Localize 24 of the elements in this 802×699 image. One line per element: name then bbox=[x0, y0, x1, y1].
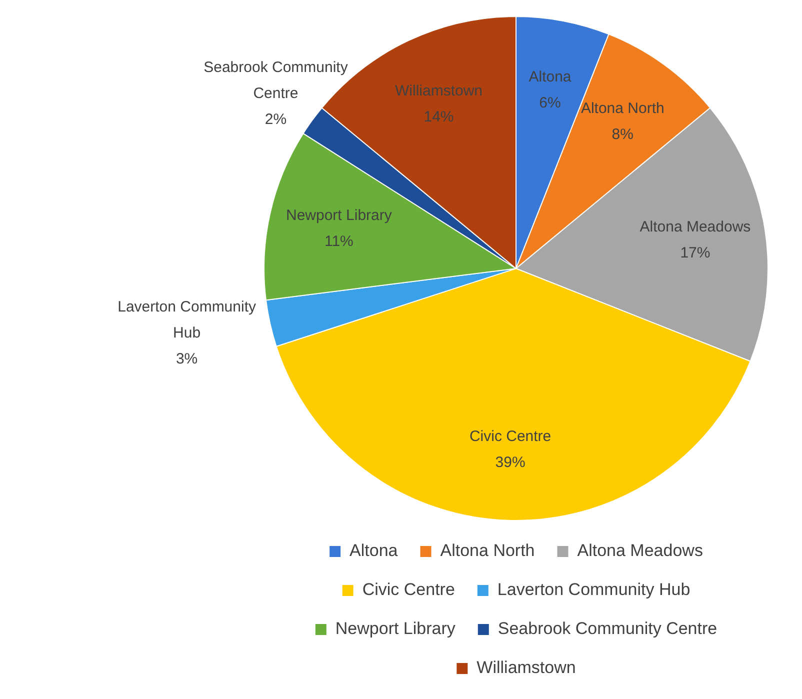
legend-label: Civic Centre bbox=[362, 580, 455, 600]
slice-label: Williamstown bbox=[394, 82, 483, 100]
slice-label: Civic Centre bbox=[469, 428, 552, 445]
legend-label: Altona bbox=[350, 541, 398, 560]
slice-label: Altona bbox=[528, 68, 572, 86]
legend-label: Seabrook Community Centre bbox=[498, 619, 718, 638]
slice-label: Newport Library bbox=[286, 207, 392, 224]
legend-label: Newport Library bbox=[335, 619, 456, 638]
data-label: 14% bbox=[424, 108, 454, 126]
legend-label: Williamstown bbox=[476, 658, 576, 678]
legend-label: Laverton Community Hub bbox=[497, 580, 690, 600]
data-label: 3% bbox=[176, 350, 198, 368]
slice-label: Laverton Community Hub bbox=[118, 298, 256, 342]
legend-label: Altona North bbox=[440, 541, 535, 560]
data-label: 39% bbox=[495, 454, 526, 471]
data-label: 8% bbox=[612, 126, 634, 143]
data-label: 11% bbox=[324, 233, 354, 250]
data-label: 6% bbox=[539, 94, 561, 112]
data-label: 17% bbox=[680, 244, 710, 262]
legend-label: Altona Meadows bbox=[577, 541, 703, 560]
slice-label: Seabrook Community Centre bbox=[204, 59, 348, 102]
slice-label: Altona North bbox=[580, 100, 664, 117]
slice-label: Altona Meadows bbox=[640, 218, 751, 236]
data-label: 2% bbox=[264, 111, 287, 128]
